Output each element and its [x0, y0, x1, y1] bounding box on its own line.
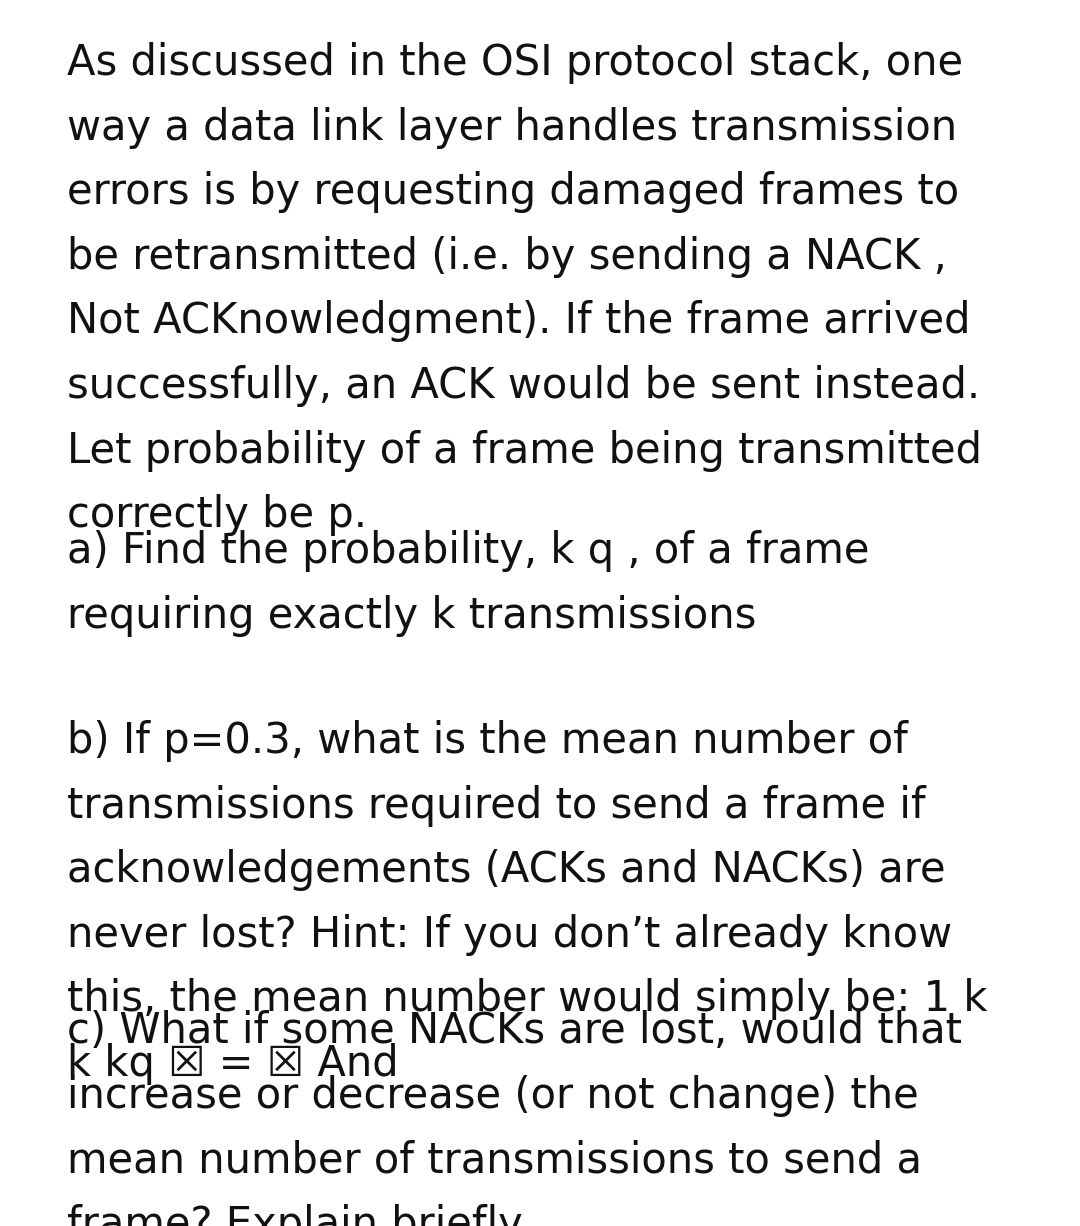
Text: Let probability of a frame being transmitted: Let probability of a frame being transmi…	[67, 429, 982, 472]
Text: frame? Explain briefly.: frame? Explain briefly.	[67, 1204, 530, 1226]
Text: k kq ☒ = ☒ And: k kq ☒ = ☒ And	[67, 1043, 399, 1085]
Text: As discussed in the OSI protocol stack, one: As discussed in the OSI protocol stack, …	[67, 42, 963, 85]
Text: requiring exactly k transmissions: requiring exactly k transmissions	[67, 595, 756, 636]
Text: be retransmitted (i.e. by sending a NACK ,: be retransmitted (i.e. by sending a NACK…	[67, 235, 947, 278]
Text: Not ACKnowledgment). If the frame arrived: Not ACKnowledgment). If the frame arrive…	[67, 300, 971, 342]
Text: correctly be p.: correctly be p.	[67, 494, 367, 536]
Text: never lost? Hint: If you don’t already know: never lost? Hint: If you don’t already k…	[67, 913, 953, 956]
Text: a) Find the probability, k q , of a frame: a) Find the probability, k q , of a fram…	[67, 530, 869, 573]
Text: mean number of transmissions to send a: mean number of transmissions to send a	[67, 1139, 922, 1181]
Text: errors is by requesting damaged frames to: errors is by requesting damaged frames t…	[67, 172, 959, 213]
Text: this, the mean number would simply be: 1 k: this, the mean number would simply be: 1…	[67, 978, 987, 1020]
Text: acknowledgements (ACKs and NACKs) are: acknowledgements (ACKs and NACKs) are	[67, 850, 946, 891]
Text: increase or decrease (or not change) the: increase or decrease (or not change) the	[67, 1074, 919, 1117]
Text: successfully, an ACK would be sent instead.: successfully, an ACK would be sent inste…	[67, 365, 980, 407]
Text: c) What if some NACKs are lost, would that: c) What if some NACKs are lost, would th…	[67, 1010, 962, 1052]
Text: b) If p=0.3, what is the mean number of: b) If p=0.3, what is the mean number of	[67, 720, 908, 763]
Text: transmissions required to send a frame if: transmissions required to send a frame i…	[67, 785, 926, 826]
Text: way a data link layer handles transmission: way a data link layer handles transmissi…	[67, 107, 957, 148]
